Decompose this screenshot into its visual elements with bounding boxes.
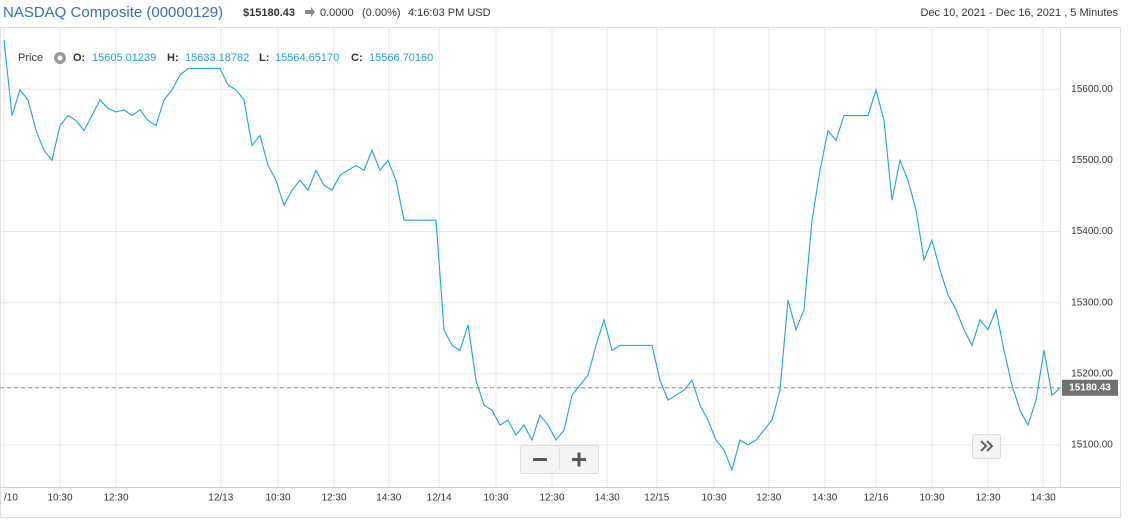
y-tick-label: 15200.00 [1071, 368, 1113, 379]
c-label: C: [351, 52, 363, 64]
price-line [3, 40, 1061, 472]
change: 0.0000 [320, 7, 354, 19]
grid [0, 28, 1060, 487]
h-label: H: [167, 52, 179, 64]
y-tick-label: 15400.00 [1071, 226, 1113, 237]
x-tick-label: 14:30 [595, 493, 620, 504]
y-tick-label: 15300.00 [1071, 297, 1113, 308]
x-tick-label: 10:30 [265, 493, 290, 504]
c-value: 15566.70160 [369, 52, 433, 64]
x-tick-label: 14:30 [812, 493, 837, 504]
y-tick-label: 15600.00 [1071, 84, 1113, 95]
x-tick-label: /10 [4, 493, 18, 504]
time: 4:16:03 PM USD [408, 7, 491, 19]
h-value: 15633.18782 [185, 52, 249, 64]
zoom-in-button[interactable] [572, 452, 586, 467]
o-label: O: [73, 52, 85, 64]
x-tick-label: 14:30 [1031, 493, 1056, 504]
x-tick-label: 12:30 [975, 493, 1000, 504]
o-value: 15605.01239 [92, 52, 156, 64]
controls [520, 434, 1001, 474]
x-tick-label: 12:30 [539, 493, 564, 504]
last-price-label: 15180.43 [1069, 382, 1111, 393]
x-tick-label: 12:30 [103, 493, 128, 504]
x-tick-label: 12:30 [756, 493, 781, 504]
x-tick-label: 10:30 [47, 493, 72, 504]
y-tick-label: 15100.00 [1071, 440, 1113, 451]
legend-series: Price [18, 52, 43, 64]
x-tick-label: 14:30 [376, 493, 401, 504]
zoom-out-button[interactable] [533, 458, 547, 461]
x-tick-label: 10:30 [483, 493, 508, 504]
x-tick-label: 12/16 [863, 493, 888, 504]
x-tick-label: 12:30 [321, 493, 346, 504]
price: $15180.43 [243, 7, 295, 19]
scroll-right-button[interactable] [972, 434, 1001, 459]
title: NASDAQ Composite (00000129) [3, 4, 223, 21]
plot [0, 40, 1061, 472]
last-price-box [1062, 379, 1118, 396]
x-tick-label: 12/13 [208, 493, 233, 504]
settings-icon[interactable] [54, 52, 66, 64]
y-tick-label: 15500.00 [1071, 155, 1113, 166]
l-label: L: [259, 52, 269, 64]
frame [0, 27, 1121, 518]
x-tick-label: 12/15 [644, 493, 669, 504]
x-tick-label: 12/14 [427, 493, 452, 504]
change-pct: (0.00%) [362, 7, 401, 19]
arrow-icon [305, 7, 315, 17]
l-value: 15564.65170 [275, 52, 339, 64]
date-range: Dec 10, 2021 - Dec 16, 2021 , 5 Minutes [920, 7, 1118, 19]
x-tick-label: 10:30 [919, 493, 944, 504]
x-tick-label: 10:30 [701, 493, 726, 504]
